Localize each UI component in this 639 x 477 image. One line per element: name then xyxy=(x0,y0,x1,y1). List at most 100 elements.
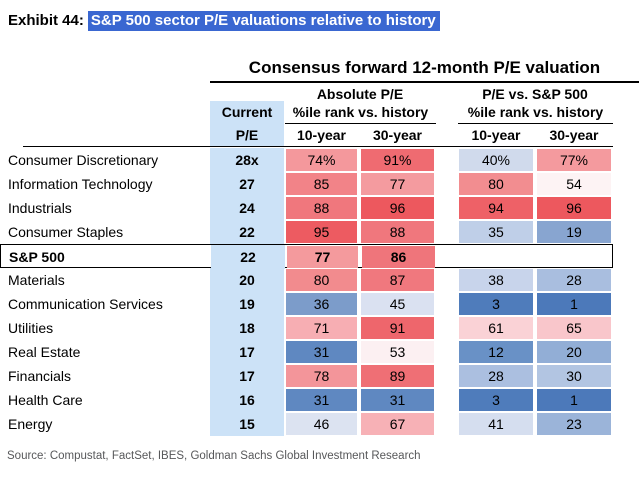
abs-10y-cell: 88 xyxy=(284,196,359,220)
table-title: Consensus forward 12-month P/E valuation xyxy=(210,58,639,83)
rel-10y-cell: 12 xyxy=(457,340,535,364)
abs-30y-cell: 53 xyxy=(359,340,436,364)
abs-10y-value: 77 xyxy=(287,246,358,268)
table-row: Utilities 18 71 91 61 65 xyxy=(0,316,613,340)
abs-10y-value: 78 xyxy=(286,365,357,387)
rel-30y-value: 77% xyxy=(537,149,611,171)
column-gap xyxy=(437,245,458,269)
rel-30y-cell: 30 xyxy=(535,364,613,388)
current-pe-value: 19 xyxy=(210,292,284,316)
header-rel-30-year: 30-year xyxy=(549,127,599,143)
table-row: Financials 17 78 89 28 30 xyxy=(0,364,613,388)
sector-label: Consumer Staples xyxy=(8,224,124,240)
sector-label: S&P 500 xyxy=(9,249,65,265)
abs-10y-cell: 77 xyxy=(285,245,360,269)
header-current: Current xyxy=(221,104,273,120)
rel-30y-value xyxy=(538,246,612,268)
current-pe-value: 22 xyxy=(211,245,285,269)
abs-30y-cell: 31 xyxy=(359,388,436,412)
abs-10y-cell: 80 xyxy=(284,268,359,292)
sector-label: Energy xyxy=(8,416,53,432)
abs-30y-cell: 91 xyxy=(359,316,436,340)
rel-10y-cell: 41 xyxy=(457,412,535,436)
abs-10y-cell: 74% xyxy=(284,148,359,172)
sector-label: Materials xyxy=(8,272,65,288)
column-gap xyxy=(436,220,457,244)
header-divider-line xyxy=(23,146,613,147)
rel-10y-cell: 61 xyxy=(457,316,535,340)
current-pe-value: 20 xyxy=(210,268,284,292)
current-pe-value: 18 xyxy=(210,316,284,340)
abs-10y-cell: 95 xyxy=(284,220,359,244)
abs-30y-value: 91% xyxy=(361,149,434,171)
abs-30y-value: 53 xyxy=(361,341,434,363)
rel-30y-value: 1 xyxy=(537,389,611,411)
rel-30y-cell: 20 xyxy=(535,340,613,364)
abs-30y-value: 96 xyxy=(361,197,434,219)
abs-30y-cell: 45 xyxy=(359,292,436,316)
table-row: Real Estate 17 31 53 12 20 xyxy=(0,340,613,364)
abs-10y-value: 31 xyxy=(286,389,357,411)
abs-30y-value: 45 xyxy=(361,293,434,315)
rel-10y-value: 41 xyxy=(459,413,533,435)
column-gap xyxy=(436,340,457,364)
header-pct-rank-absolute: %ile rank vs. history xyxy=(285,101,436,124)
sector-label: Information Technology xyxy=(8,176,153,192)
rel-30y-value: 1 xyxy=(537,293,611,315)
abs-10y-value: 88 xyxy=(286,197,357,219)
exhibit-headline: Exhibit 44: S&P 500 sector P/E valuations… xyxy=(8,11,440,31)
column-gap xyxy=(436,364,457,388)
table-rows: Consumer Discretionary 28x 74% 91% 40% 7… xyxy=(0,148,613,436)
source-note: Source: Compustat, FactSet, IBES, Goldma… xyxy=(7,450,421,462)
column-gap xyxy=(436,412,457,436)
abs-30y-cell: 87 xyxy=(359,268,436,292)
rel-10y-cell: 94 xyxy=(457,196,535,220)
abs-10y-cell: 71 xyxy=(284,316,359,340)
abs-10y-value: 85 xyxy=(286,173,357,195)
rel-10y-cell: 28 xyxy=(457,364,535,388)
header-pct-rank-relative: %ile rank vs. history xyxy=(458,101,613,124)
abs-10y-value: 31 xyxy=(286,341,357,363)
current-pe-value: 27 xyxy=(210,172,284,196)
table-row: Industrials 24 88 96 94 96 xyxy=(0,196,613,220)
rel-30y-cell: 23 xyxy=(535,412,613,436)
sector-label: Industrials xyxy=(8,200,72,216)
group-header-pe-vs-sp500: P/E vs. S&P 500 xyxy=(482,86,588,102)
group-header-absolute-pe: Absolute P/E xyxy=(316,86,404,102)
sector-label: Real Estate xyxy=(8,344,81,360)
rel-10y-value: 3 xyxy=(459,389,533,411)
abs-30y-cell: 88 xyxy=(359,220,436,244)
sector-label: Communication Services xyxy=(8,296,163,312)
sector-label: Health Care xyxy=(8,392,83,408)
column-gap xyxy=(436,268,457,292)
rel-30y-value: 20 xyxy=(537,341,611,363)
table-row: Consumer Discretionary 28x 74% 91% 40% 7… xyxy=(0,148,613,172)
abs-10y-cell: 78 xyxy=(284,364,359,388)
rel-10y-value: 38 xyxy=(459,269,533,291)
table-row: Consumer Staples 22 95 88 35 19 xyxy=(0,220,613,244)
rel-10y-cell: 35 xyxy=(457,220,535,244)
table-row: S&P 500 22 77 86 xyxy=(0,244,613,269)
abs-30y-cell: 89 xyxy=(359,364,436,388)
rel-10y-cell: 3 xyxy=(457,292,535,316)
header-pe: P/E xyxy=(235,127,259,143)
rel-30y-cell: 1 xyxy=(535,292,613,316)
table-row: Materials 20 80 87 38 28 xyxy=(0,268,613,292)
rel-30y-value: 65 xyxy=(537,317,611,339)
column-gap xyxy=(436,316,457,340)
abs-30y-value: 77 xyxy=(361,173,434,195)
header-abs-30-year: 30-year xyxy=(372,127,423,143)
exhibit-label: Exhibit 44: xyxy=(8,12,84,29)
abs-30y-value: 91 xyxy=(361,317,434,339)
exhibit-title-highlight: S&P 500 sector P/E valuations relative t… xyxy=(87,11,440,31)
column-gap xyxy=(436,292,457,316)
rel-10y-value: 94 xyxy=(459,197,533,219)
rel-10y-value: 3 xyxy=(459,293,533,315)
abs-30y-value: 31 xyxy=(361,389,434,411)
abs-30y-cell: 86 xyxy=(360,245,437,269)
table-row: Energy 15 46 67 41 23 xyxy=(0,412,613,436)
abs-10y-cell: 36 xyxy=(284,292,359,316)
column-gap xyxy=(436,388,457,412)
abs-30y-cell: 91% xyxy=(359,148,436,172)
rel-10y-value: 61 xyxy=(459,317,533,339)
